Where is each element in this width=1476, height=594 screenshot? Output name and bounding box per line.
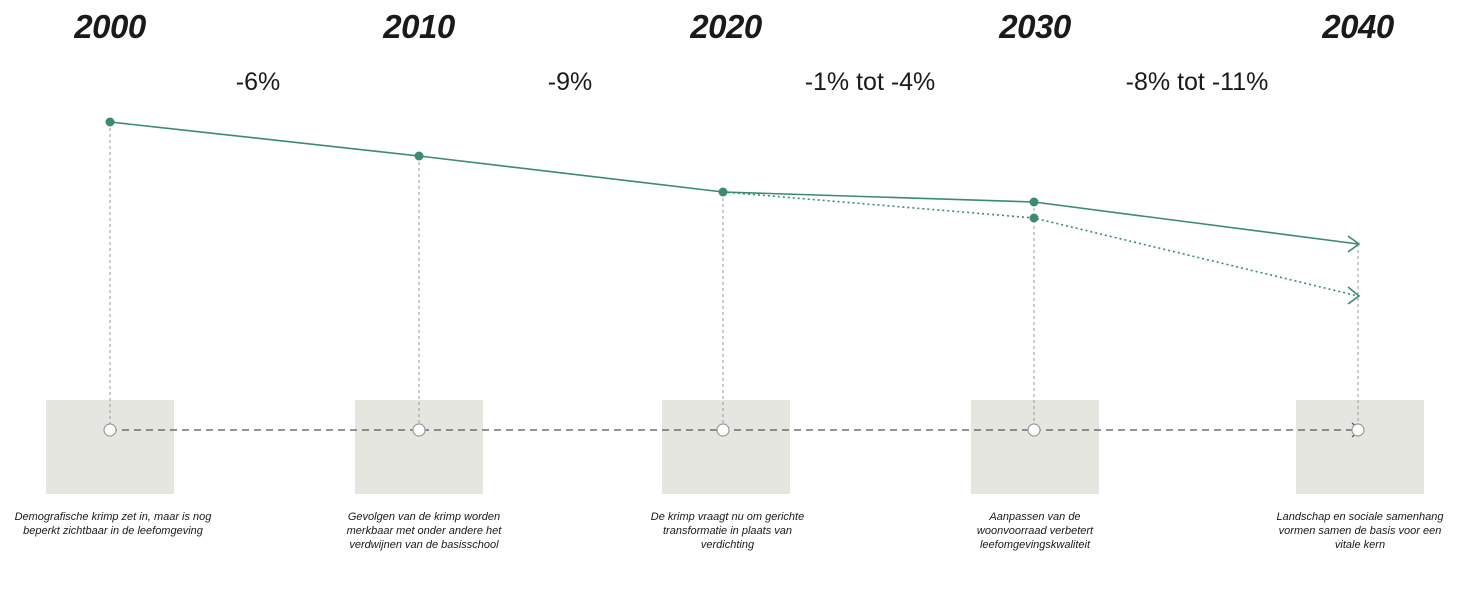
caption-2010: Gevolgen van de krimp worden merkbaar me… [346, 511, 502, 551]
image-placeholder-2020 [662, 400, 790, 494]
trend-point-2020 [718, 187, 728, 197]
baseline-marker-2010 [412, 423, 426, 437]
trend-line-alternative [722, 191, 1359, 297]
arrow-icon [1347, 235, 1361, 253]
trend-line-main [109, 121, 1359, 245]
trend-point-2030 [1029, 197, 1039, 207]
image-placeholder-2040 [1296, 400, 1424, 494]
trend-point-2030-alternative [1029, 213, 1039, 223]
caption-2030: Aanpassen van de woonvoorraad verbetert … [976, 511, 1094, 551]
year-label-2000: 2000 [74, 8, 146, 45]
caption-2040: Landschap en sociale samenhang vormen sa… [1276, 511, 1444, 551]
caption-2000: Demografische krimp zet in, maar is nog … [14, 511, 212, 537]
period-change-2020-2030: -1% tot -4% [804, 68, 936, 96]
caption-2020: De krimp vraagt nu om gerichte transform… [650, 511, 805, 551]
image-placeholder-2030 [971, 400, 1099, 494]
year-label-2020: 2020 [690, 8, 762, 45]
image-placeholder-2000 [46, 400, 174, 494]
arrow-icon [1347, 286, 1361, 305]
period-change-2030-2040: -8% tot -11% [1125, 68, 1269, 96]
year-label-2030: 2030 [999, 8, 1071, 45]
year-label-2010: 2010 [383, 8, 455, 45]
baseline-marker-2000 [103, 423, 117, 437]
baseline-marker-2040 [1351, 423, 1365, 437]
period-change-2000-2010: -6% [235, 68, 281, 96]
baseline-marker-2020 [716, 423, 730, 437]
trend-point-2010 [414, 151, 424, 161]
period-change-2010-2020: -9% [547, 68, 593, 96]
baseline-marker-2030 [1027, 423, 1041, 437]
year-label-2040: 2040 [1322, 8, 1394, 45]
trend-point-2000 [105, 117, 115, 127]
